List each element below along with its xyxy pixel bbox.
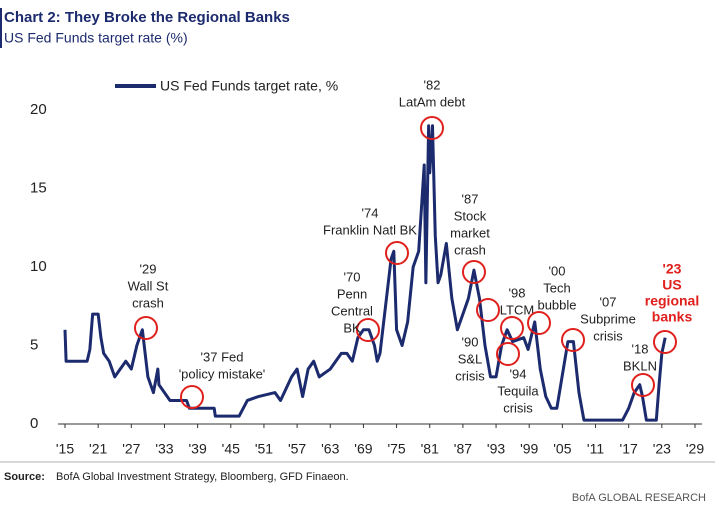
x-tick-label: '99: [520, 441, 538, 457]
x-tick-label: '51: [255, 441, 273, 457]
annotation: Tech: [543, 280, 570, 295]
highlight-circle: [653, 330, 677, 354]
annotation: '37 Fed: [201, 349, 244, 364]
x-tick-label: '15: [56, 441, 74, 457]
highlight-circle: [462, 260, 486, 284]
x-tick-label: '87: [454, 441, 472, 457]
highlight-circle: [420, 116, 444, 140]
x-tick-label: '81: [421, 441, 439, 457]
x-tick-label: '93: [487, 441, 505, 457]
y-tick-label: 10: [30, 258, 47, 275]
x-tick-label: '27: [122, 441, 140, 457]
annotation: '98: [509, 285, 526, 300]
annotation: '82: [424, 77, 441, 92]
y-tick-label: 0: [30, 415, 38, 432]
annotation: Franklin Natl BK: [323, 222, 417, 237]
highlight-circle: [500, 316, 524, 340]
highlight-circle: [385, 241, 409, 265]
annotation: '70: [344, 269, 361, 284]
highlight-circle: [631, 373, 655, 397]
annotation: '90: [462, 334, 479, 349]
annotation: Tequila: [497, 383, 539, 398]
y-tick-label: 20: [30, 101, 47, 118]
annotation: '94: [510, 366, 527, 381]
source: BofA Global Investment Strategy, Bloombe…: [56, 471, 349, 483]
highlight-circle: [496, 342, 520, 366]
annotation: banks: [652, 309, 693, 325]
annotation: Penn: [337, 286, 367, 301]
annotation: '29: [140, 261, 157, 276]
x-tick-label: '11: [587, 441, 604, 457]
annotation: '74: [362, 205, 379, 220]
x-tick-label: '05: [553, 441, 571, 457]
x-tick-label: '75: [387, 441, 405, 457]
annotation: regional: [645, 293, 699, 309]
highlight-circle: [180, 385, 204, 409]
x-tick-label: '29: [686, 441, 704, 457]
x-tick-label: '23: [653, 441, 671, 457]
annotation: crisis: [503, 400, 533, 415]
annotation: 'policy mistake': [179, 366, 266, 381]
x-tick-label: '69: [354, 441, 372, 457]
annotation: '23: [663, 261, 682, 277]
annotation: crisis: [593, 328, 623, 343]
annotation: '87: [462, 191, 479, 206]
annotation: US: [662, 277, 681, 293]
highlight-circle: [356, 318, 380, 342]
annotation: crash: [454, 242, 486, 257]
x-tick-label: '39: [189, 441, 207, 457]
annotation: BK: [343, 320, 361, 335]
highlight-circle: [476, 298, 500, 322]
annotation: '00: [549, 263, 566, 278]
series-line: [63, 124, 667, 422]
source-label: Source:: [4, 471, 45, 483]
annotation: crisis: [455, 368, 485, 383]
highlight-circle: [527, 311, 551, 335]
annotation: Central: [331, 303, 373, 318]
annotation: crash: [132, 295, 164, 310]
annotation: Subprime: [580, 311, 636, 326]
chart-subtitle: US Fed Funds target rate (%): [4, 30, 188, 46]
annotation: market: [450, 225, 490, 240]
x-tick-label: '63: [321, 441, 339, 457]
x-tick-label: '57: [288, 441, 306, 457]
annotation: '18: [632, 341, 649, 356]
y-tick-label: 5: [30, 336, 38, 353]
annotation: LatAm debt: [399, 94, 466, 109]
annotation: LTCM: [500, 302, 534, 317]
annotation: '07: [600, 294, 617, 309]
legend-label: US Fed Funds target rate, %: [160, 78, 338, 94]
highlight-circle: [134, 316, 158, 340]
highlight-circle: [561, 328, 585, 352]
y-tick-label: 15: [30, 179, 47, 196]
x-tick-label: '33: [155, 441, 173, 457]
x-tick-label: '45: [222, 441, 240, 457]
annotation: BKLN: [623, 358, 657, 373]
x-tick-label: '21: [89, 441, 107, 457]
title-bar: [0, 8, 2, 48]
annotation: S&L: [458, 351, 483, 366]
annotation: Wall St: [128, 278, 169, 293]
annotation: bubble: [537, 297, 576, 312]
chart-title: Chart 2: They Broke the Regional Banks: [4, 9, 290, 26]
x-tick-label: '17: [620, 441, 638, 457]
footer: BofA GLOBAL RESEARCH: [572, 492, 706, 504]
annotation: Stock: [454, 208, 487, 223]
